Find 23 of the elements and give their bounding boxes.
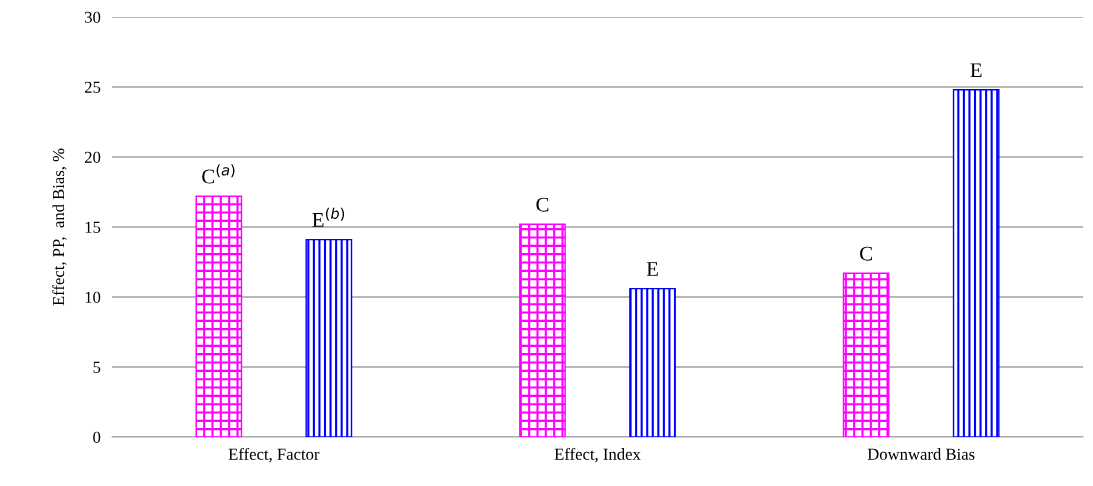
data-label: C bbox=[536, 197, 549, 212]
bar bbox=[952, 89, 1000, 437]
y-tick-label: 0 bbox=[93, 431, 101, 443]
data-label: C$^{(a)}$ bbox=[202, 164, 235, 184]
bar bbox=[305, 238, 353, 437]
x-tick-label: Effect, Index bbox=[554, 447, 641, 463]
y-tick-label: 15 bbox=[85, 221, 101, 233]
x-tick-label: Effect, Factor bbox=[228, 447, 320, 463]
bar bbox=[195, 195, 243, 437]
data-label: E$^{(b)}$ bbox=[312, 207, 345, 227]
x-tick-label: Downward Bias bbox=[867, 448, 975, 460]
data-label: C bbox=[860, 246, 872, 261]
bar bbox=[629, 287, 676, 437]
bar bbox=[842, 272, 890, 437]
y-tick-label: 10 bbox=[85, 291, 101, 303]
y-tick-label: 30 bbox=[85, 11, 101, 23]
y-tick-label: 5 bbox=[93, 361, 101, 373]
bar bbox=[519, 223, 566, 437]
y-axis-title: Effect, PP, and Bias, % bbox=[52, 148, 67, 306]
y-tick-label: 25 bbox=[84, 81, 101, 93]
data-label: E bbox=[970, 63, 982, 78]
y-tick-label: 20 bbox=[84, 151, 101, 163]
data-label: E bbox=[646, 262, 658, 276]
